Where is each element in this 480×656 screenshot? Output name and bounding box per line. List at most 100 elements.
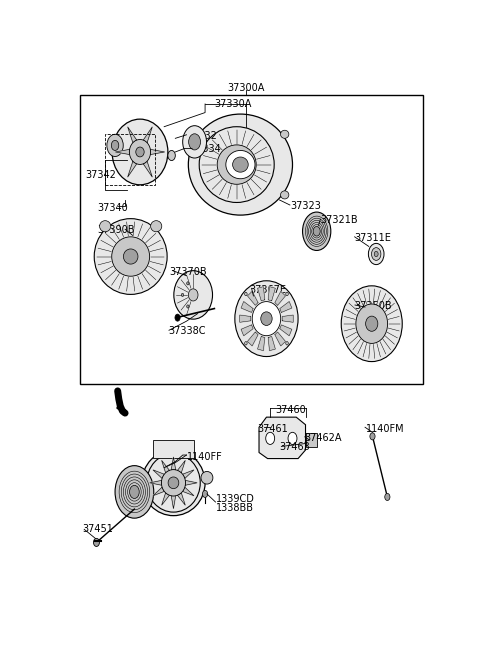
Polygon shape	[143, 161, 152, 177]
Text: 37334: 37334	[190, 144, 221, 154]
Circle shape	[187, 282, 189, 285]
Ellipse shape	[168, 477, 179, 489]
Text: 1338BB: 1338BB	[216, 503, 253, 513]
Ellipse shape	[199, 127, 274, 203]
Ellipse shape	[174, 271, 213, 319]
Circle shape	[189, 134, 201, 150]
Text: 37461: 37461	[257, 424, 288, 434]
Polygon shape	[268, 287, 276, 300]
Ellipse shape	[112, 237, 150, 276]
Ellipse shape	[280, 191, 289, 199]
Circle shape	[187, 305, 189, 308]
Text: 37300A: 37300A	[228, 83, 264, 92]
Circle shape	[245, 293, 247, 296]
Text: 37321B: 37321B	[321, 215, 358, 225]
Ellipse shape	[280, 131, 289, 138]
Circle shape	[372, 247, 381, 260]
Polygon shape	[282, 315, 293, 322]
Polygon shape	[150, 480, 162, 485]
Text: 1140FF: 1140FF	[186, 451, 222, 462]
Bar	[81, 95, 423, 384]
Ellipse shape	[161, 470, 185, 496]
Polygon shape	[259, 417, 305, 459]
Text: 37451: 37451	[83, 524, 113, 534]
Bar	[153, 440, 194, 458]
Circle shape	[175, 314, 180, 321]
Circle shape	[286, 293, 288, 296]
Text: 37338C: 37338C	[168, 326, 205, 337]
Polygon shape	[240, 315, 251, 322]
Ellipse shape	[130, 140, 151, 165]
Text: 37330A: 37330A	[214, 99, 252, 109]
Ellipse shape	[229, 157, 244, 172]
Ellipse shape	[188, 289, 198, 301]
Circle shape	[203, 491, 208, 497]
Text: 37367E: 37367E	[250, 285, 287, 295]
Ellipse shape	[151, 220, 162, 232]
Polygon shape	[115, 150, 130, 155]
Ellipse shape	[226, 150, 255, 178]
Ellipse shape	[366, 316, 378, 331]
Circle shape	[94, 539, 99, 546]
Polygon shape	[258, 287, 264, 300]
Circle shape	[266, 432, 275, 444]
Text: 37332: 37332	[186, 131, 217, 141]
Circle shape	[370, 433, 375, 440]
Polygon shape	[275, 291, 286, 305]
Ellipse shape	[356, 304, 387, 343]
Ellipse shape	[341, 286, 402, 361]
Polygon shape	[162, 493, 169, 505]
Bar	[105, 134, 155, 185]
Ellipse shape	[188, 114, 292, 215]
Polygon shape	[171, 457, 176, 470]
Polygon shape	[280, 325, 292, 336]
Text: 37323: 37323	[290, 201, 322, 211]
Polygon shape	[162, 461, 169, 473]
Circle shape	[181, 293, 184, 297]
Ellipse shape	[147, 453, 200, 512]
Bar	[305, 434, 317, 447]
Text: 1140FM: 1140FM	[366, 424, 405, 434]
Ellipse shape	[217, 145, 256, 184]
Circle shape	[107, 134, 123, 157]
Ellipse shape	[201, 472, 213, 484]
Polygon shape	[275, 332, 286, 346]
Polygon shape	[185, 480, 197, 485]
Text: 37462A: 37462A	[305, 434, 342, 443]
Polygon shape	[143, 127, 152, 143]
Text: 37340: 37340	[97, 203, 128, 213]
Polygon shape	[241, 302, 253, 312]
Ellipse shape	[123, 249, 138, 264]
Bar	[134, 488, 144, 496]
Ellipse shape	[99, 220, 111, 232]
Polygon shape	[280, 302, 292, 312]
Circle shape	[302, 212, 331, 251]
Circle shape	[385, 493, 390, 501]
Polygon shape	[182, 487, 194, 496]
Circle shape	[286, 342, 288, 345]
Polygon shape	[150, 150, 165, 155]
Polygon shape	[248, 291, 258, 305]
Ellipse shape	[112, 119, 168, 185]
Ellipse shape	[233, 157, 248, 172]
Ellipse shape	[252, 302, 281, 336]
Polygon shape	[248, 332, 258, 346]
Circle shape	[111, 140, 119, 150]
Text: 37460: 37460	[275, 405, 306, 415]
Polygon shape	[241, 325, 253, 336]
Circle shape	[115, 466, 154, 518]
Circle shape	[183, 126, 206, 158]
Circle shape	[130, 485, 139, 499]
Polygon shape	[178, 493, 185, 505]
Polygon shape	[268, 337, 276, 351]
Ellipse shape	[94, 218, 167, 295]
Circle shape	[288, 432, 297, 444]
Polygon shape	[128, 127, 137, 143]
Text: 37463: 37463	[279, 442, 310, 453]
Polygon shape	[153, 487, 164, 496]
Polygon shape	[128, 161, 137, 177]
Circle shape	[368, 243, 384, 264]
Text: 37370B: 37370B	[170, 267, 207, 277]
Text: 37390B: 37390B	[97, 225, 135, 236]
Text: 37311E: 37311E	[354, 233, 391, 243]
